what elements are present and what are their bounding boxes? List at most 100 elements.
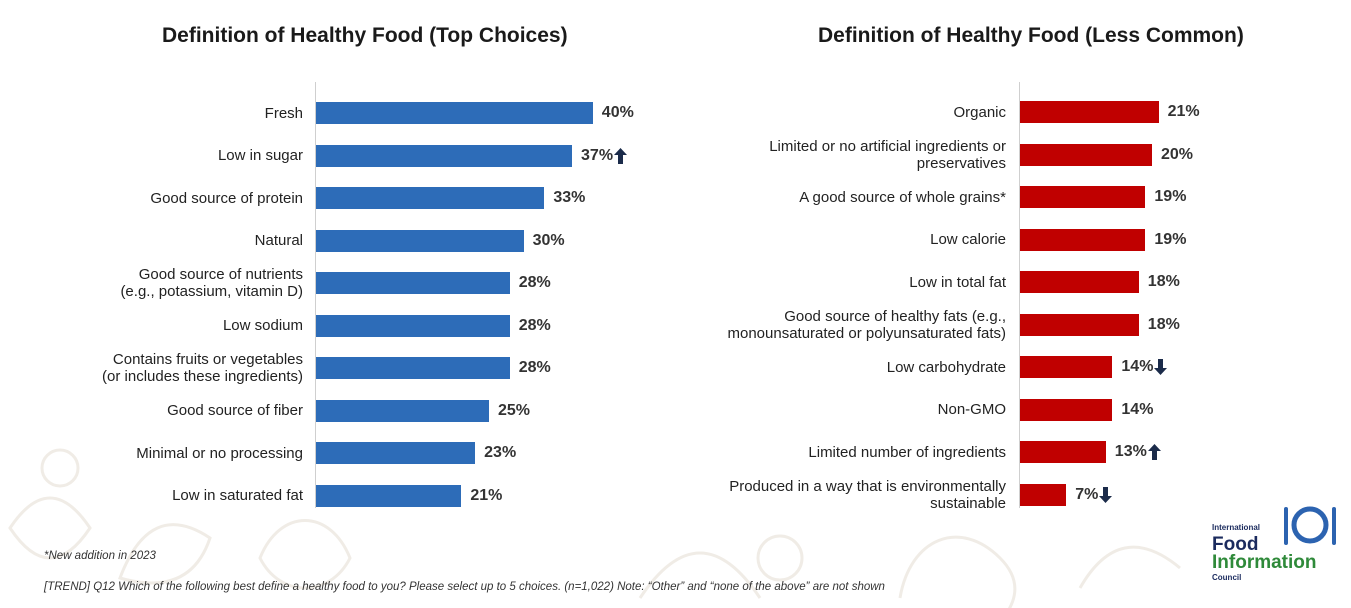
category-label-line: (e.g., potassium, vitamin D) (120, 283, 303, 300)
question-footnote: [TREND] Q12 Which of the following best … (44, 581, 885, 593)
value-label: 28% (519, 272, 551, 294)
plate-icon (1284, 506, 1336, 545)
value-label-text: 23% (484, 444, 517, 461)
logo-line-council: Council (1212, 573, 1242, 582)
category-label-line: Limited or no artificial ingredients or (769, 137, 1006, 155)
chart-title: Definition of Healthy Food (Less Common) (818, 24, 1244, 47)
bar (1020, 271, 1139, 293)
category-label: Contains fruits or vegetables (or include… (3, 348, 303, 388)
bar (316, 314, 510, 337)
value-label-text: 33% (553, 189, 586, 206)
value-label: 25% (498, 400, 530, 422)
value-label-text: 13% (1114, 443, 1147, 460)
logo-line-food: Food (1212, 534, 1259, 555)
bar (1020, 483, 1067, 506)
bar (1020, 356, 1113, 378)
value-label-text: 19% (1154, 230, 1187, 248)
category-label-line: Good source of fiber (167, 402, 303, 419)
value-label: 7% (1075, 484, 1113, 506)
trend-up-icon (614, 147, 628, 164)
value-label-text: 14% (1121, 400, 1154, 418)
bar (1020, 143, 1152, 166)
category-label: Minimal or no processing (3, 433, 303, 473)
trend-down-icon (1154, 359, 1168, 375)
value-label-text: 28% (518, 316, 551, 334)
trend-prefix: [TREND] (44, 581, 90, 593)
value-label-text: 18% (1147, 273, 1180, 290)
category-label: Non-GMO (676, 390, 1006, 430)
category-label: Good source of fiber (3, 391, 303, 431)
chart-title: Definition of Healthy Food (Top Choices) (162, 24, 568, 47)
category-label: Fresh (3, 93, 303, 133)
value-label: 19% (1154, 229, 1186, 251)
value-label: 18% (1148, 314, 1180, 336)
category-label: Good source of healthy fats (e.g., monoun… (676, 305, 1006, 345)
category-label-line: Low in saturated fat (172, 487, 303, 504)
category-label-line: A good source of whole grains* (799, 188, 1006, 206)
bar (316, 102, 593, 124)
category-axis-line (315, 82, 316, 508)
value-label-text: 14% (1121, 358, 1154, 375)
category-label-line: Good source of nutrients (138, 266, 303, 283)
bar (316, 187, 545, 209)
category-label: A good source of whole grains* (676, 177, 1006, 217)
bar (1020, 313, 1139, 336)
bar (1020, 441, 1106, 463)
category-label-line: Low carbohydrate (886, 358, 1006, 376)
value-label-text: 19% (1154, 188, 1187, 205)
bar (1020, 398, 1113, 421)
category-label: Low calorie (676, 220, 1006, 260)
bar (1020, 101, 1159, 123)
value-label-text: 7% (1075, 485, 1099, 503)
value-label-text: 20% (1161, 145, 1194, 163)
category-label-line: Low sodium (222, 317, 303, 334)
category-label-line: preservatives (916, 154, 1006, 172)
category-label: Good source of nutrients (e.g., potassium… (3, 263, 303, 303)
value-label: 28% (519, 357, 551, 379)
value-label: 33% (553, 187, 585, 209)
bar (1020, 186, 1146, 208)
category-label-line: Limited number of ingredients (808, 443, 1006, 461)
value-label: 23% (484, 442, 516, 464)
bar (316, 442, 476, 464)
value-label: 37% (581, 145, 628, 167)
bar (316, 272, 510, 294)
category-label-line: Low calorie (930, 231, 1006, 248)
value-label: 40% (602, 102, 634, 124)
value-label: 14% (1121, 399, 1153, 421)
category-label: Good source of protein (3, 178, 303, 218)
category-label: Produced in a way that is environmentall… (676, 475, 1006, 515)
category-label-line: Good source of protein (150, 189, 303, 207)
category-label: Low in total fat (676, 262, 1006, 302)
category-label: Limited number of ingredients (676, 432, 1006, 472)
category-label: Low in sugar (3, 136, 303, 176)
value-label: 19% (1154, 186, 1186, 208)
category-label-line: Non-GMO (937, 401, 1006, 418)
value-label: 21% (470, 485, 502, 507)
category-label-line: Low in total fat (909, 273, 1006, 291)
value-label-text: 18% (1147, 315, 1180, 333)
new-addition-footnote: *New addition in 2023 (44, 550, 156, 562)
value-label-text: 21% (470, 486, 503, 504)
value-label-text: 37% (581, 146, 614, 164)
category-label-line: Fresh (264, 104, 303, 122)
category-label: Low in saturated fat (3, 476, 303, 516)
category-label-line: Low in sugar (217, 147, 303, 164)
category-label-line: (or includes these ingredients) (102, 368, 303, 385)
category-label-line: sustainable (930, 494, 1006, 512)
bar (316, 229, 524, 252)
category-label-line: monounsaturated or polyunsaturated fats) (727, 324, 1006, 342)
category-label: Organic (676, 92, 1006, 132)
category-label-line: Natural (254, 232, 303, 249)
bar (316, 484, 462, 507)
trend-down-icon (1099, 486, 1113, 503)
category-label: Limited or no artificial ingredients or p… (676, 135, 1006, 175)
value-label-text: 40% (601, 104, 634, 121)
category-label-line: Organic (953, 103, 1006, 121)
value-label: 28% (519, 315, 551, 337)
trend-up-icon (1147, 444, 1161, 460)
value-label-text: 30% (532, 231, 565, 249)
value-label-text: 28% (518, 274, 551, 291)
value-label: 13% (1115, 441, 1161, 463)
ific-logo: International Food Information Council (1208, 505, 1348, 590)
